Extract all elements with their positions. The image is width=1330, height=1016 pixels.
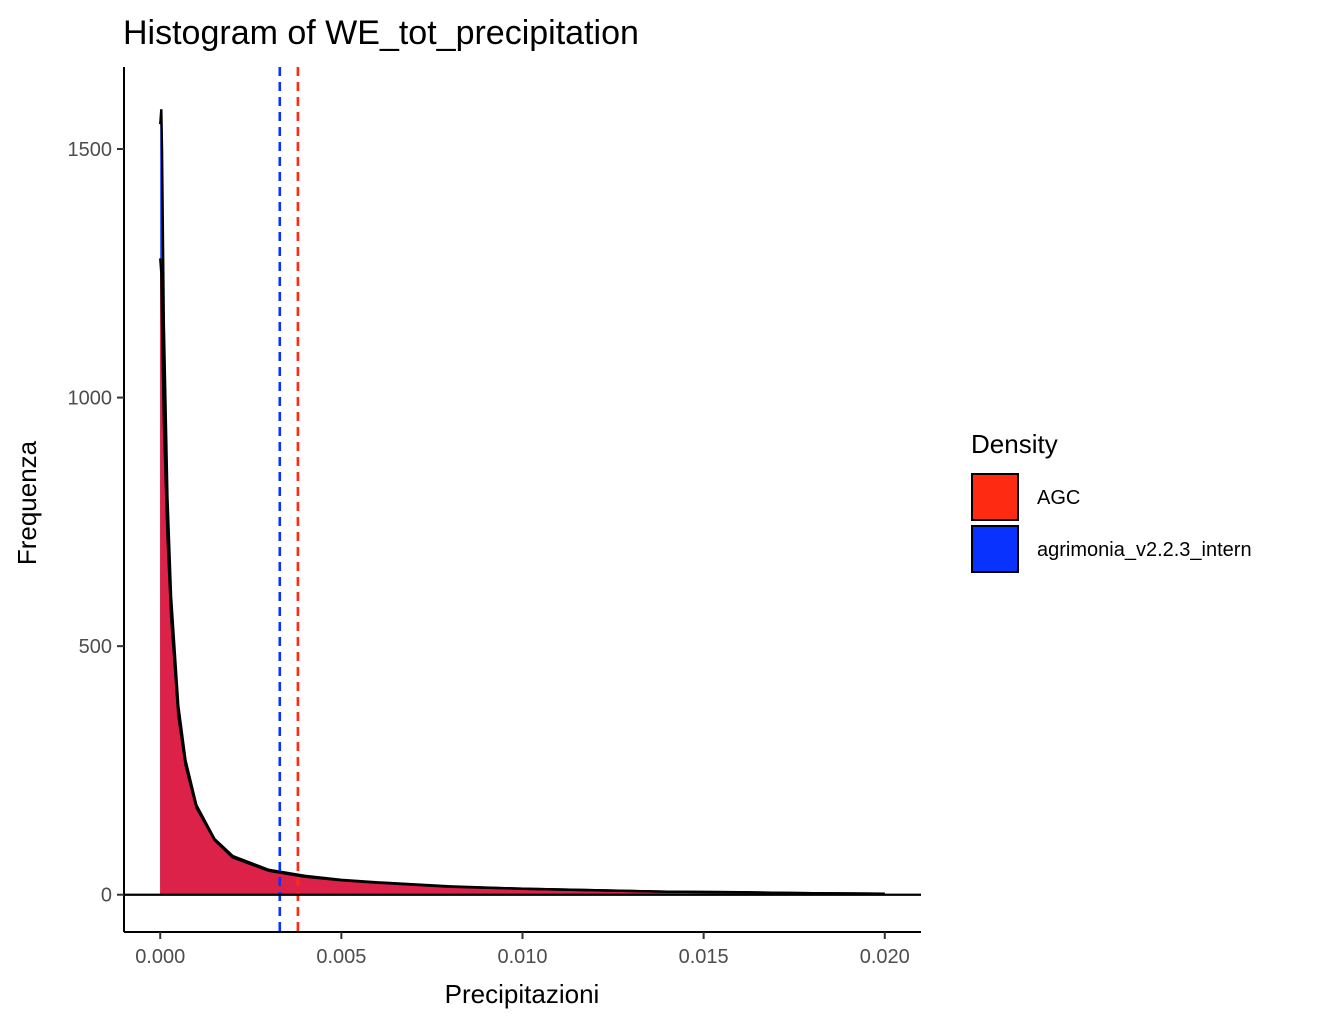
y-tick-label: 1000 <box>68 388 113 410</box>
x-tick-label: 0.000 <box>135 946 185 968</box>
density-line-agrimonia <box>159 109 885 895</box>
density-overlap-area <box>160 258 885 895</box>
legend-label: AGC <box>1037 487 1080 509</box>
y-axis-ticks: 0 500 1000 1500 <box>68 139 124 907</box>
legend-entries: AGC agrimonia_v2.2.3_intern <box>971 473 1252 573</box>
density-area-agrimonia <box>160 109 885 895</box>
y-tick-label: 500 <box>79 636 112 658</box>
legend-key <box>971 525 1019 573</box>
density-area-agc <box>160 258 885 895</box>
x-tick-label: 0.010 <box>497 946 547 968</box>
legend-label: agrimonia_v2.2.3_intern <box>1037 539 1252 561</box>
legend: Density AGC agrimonia_v2.2.3_intern <box>971 429 1252 573</box>
y-axis-title: Frequenza <box>12 440 42 565</box>
y-tick-label: 1500 <box>68 139 113 161</box>
series-layer <box>159 109 885 895</box>
plot-area: 0.000 0.005 0.010 0.015 0.020 0 500 1000 1500 <box>68 67 921 968</box>
x-tick-label: 0.015 <box>679 946 729 968</box>
legend-key <box>971 473 1019 521</box>
x-axis-title: Precipitazioni <box>445 979 600 1009</box>
x-tick-label: 0.005 <box>316 946 366 968</box>
vline-layer <box>278 67 300 932</box>
x-tick-label: 0.020 <box>860 946 910 968</box>
chart-title: Histogram of WE_tot_precipitation <box>123 14 639 52</box>
density-line-agc <box>159 258 885 895</box>
y-tick-label: 0 <box>101 885 112 907</box>
legend-title: Density <box>971 429 1058 459</box>
x-axis-ticks: 0.000 0.005 0.010 0.015 0.020 <box>135 932 910 968</box>
